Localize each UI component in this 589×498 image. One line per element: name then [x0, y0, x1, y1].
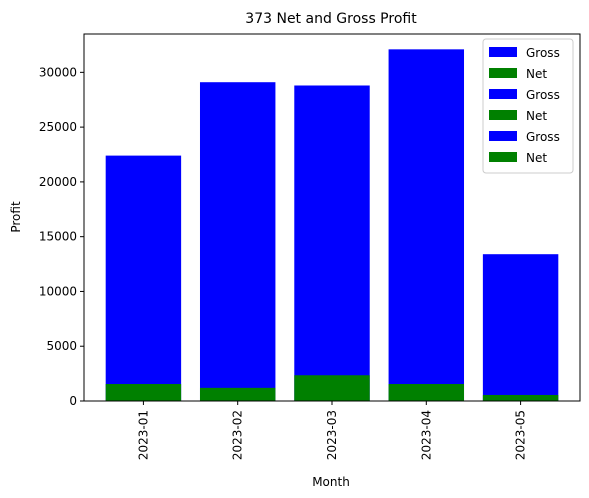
- legend-swatch-net-3: [489, 110, 517, 120]
- bar-net-2023-05: [482, 394, 559, 401]
- x-tick-label-2023-04: 2023-04: [419, 410, 433, 460]
- bar-gross-2023-05: [482, 254, 559, 401]
- bars-group: [105, 49, 559, 402]
- legend-swatch-gross-4: [489, 131, 517, 141]
- x-tick-label-2023-05: 2023-05: [514, 410, 528, 460]
- y-tick-label-0: 0: [69, 394, 77, 408]
- y-axis: 0 5000 10000 15000 20000 25000 30000: [39, 65, 84, 408]
- x-tick-label-2023-03: 2023-03: [325, 410, 339, 460]
- y-tick-label-25000: 25000: [39, 120, 77, 134]
- y-tick-label-30000: 30000: [39, 65, 77, 79]
- y-tick-label-15000: 15000: [39, 230, 77, 244]
- y-tick-label-10000: 10000: [39, 284, 77, 298]
- bar-net-2023-02: [199, 387, 276, 401]
- legend-label-net-1: Net: [526, 67, 547, 81]
- legend-label-gross-2: Gross: [526, 88, 560, 102]
- legend-swatch-net-5: [489, 152, 517, 162]
- x-axis: 2023-01 2023-02 2023-03 2023-04 2023-05: [136, 401, 528, 460]
- bar-gross-2023-01: [105, 155, 182, 401]
- legend-swatch-net-1: [489, 68, 517, 78]
- x-tick-label-2023-02: 2023-02: [231, 410, 245, 460]
- bar-gross-2023-04: [388, 49, 465, 402]
- y-tick-label-5000: 5000: [46, 339, 77, 353]
- legend-label-net-5: Net: [526, 151, 547, 165]
- bar-net-2023-04: [388, 384, 465, 401]
- legend-label-gross-4: Gross: [526, 130, 560, 144]
- legend-swatch-gross-2: [489, 89, 517, 99]
- bar-gross-2023-03: [294, 85, 370, 401]
- legend-label-net-3: Net: [526, 109, 547, 123]
- legend: Gross Net Gross Net Gross Net: [482, 38, 574, 174]
- bar-gross-2023-02: [199, 82, 276, 401]
- y-axis-label: Profit: [9, 201, 23, 233]
- y-tick-label-20000: 20000: [39, 175, 77, 189]
- bar-net-2023-01: [105, 384, 182, 401]
- x-axis-label: Month: [312, 475, 350, 489]
- legend-swatch-gross-0: [489, 47, 517, 57]
- legend-label-gross-0: Gross: [526, 46, 560, 60]
- chart-title: 373 Net and Gross Profit: [245, 11, 417, 27]
- bar-net-2023-03: [294, 375, 370, 401]
- x-tick-label-2023-01: 2023-01: [136, 410, 150, 460]
